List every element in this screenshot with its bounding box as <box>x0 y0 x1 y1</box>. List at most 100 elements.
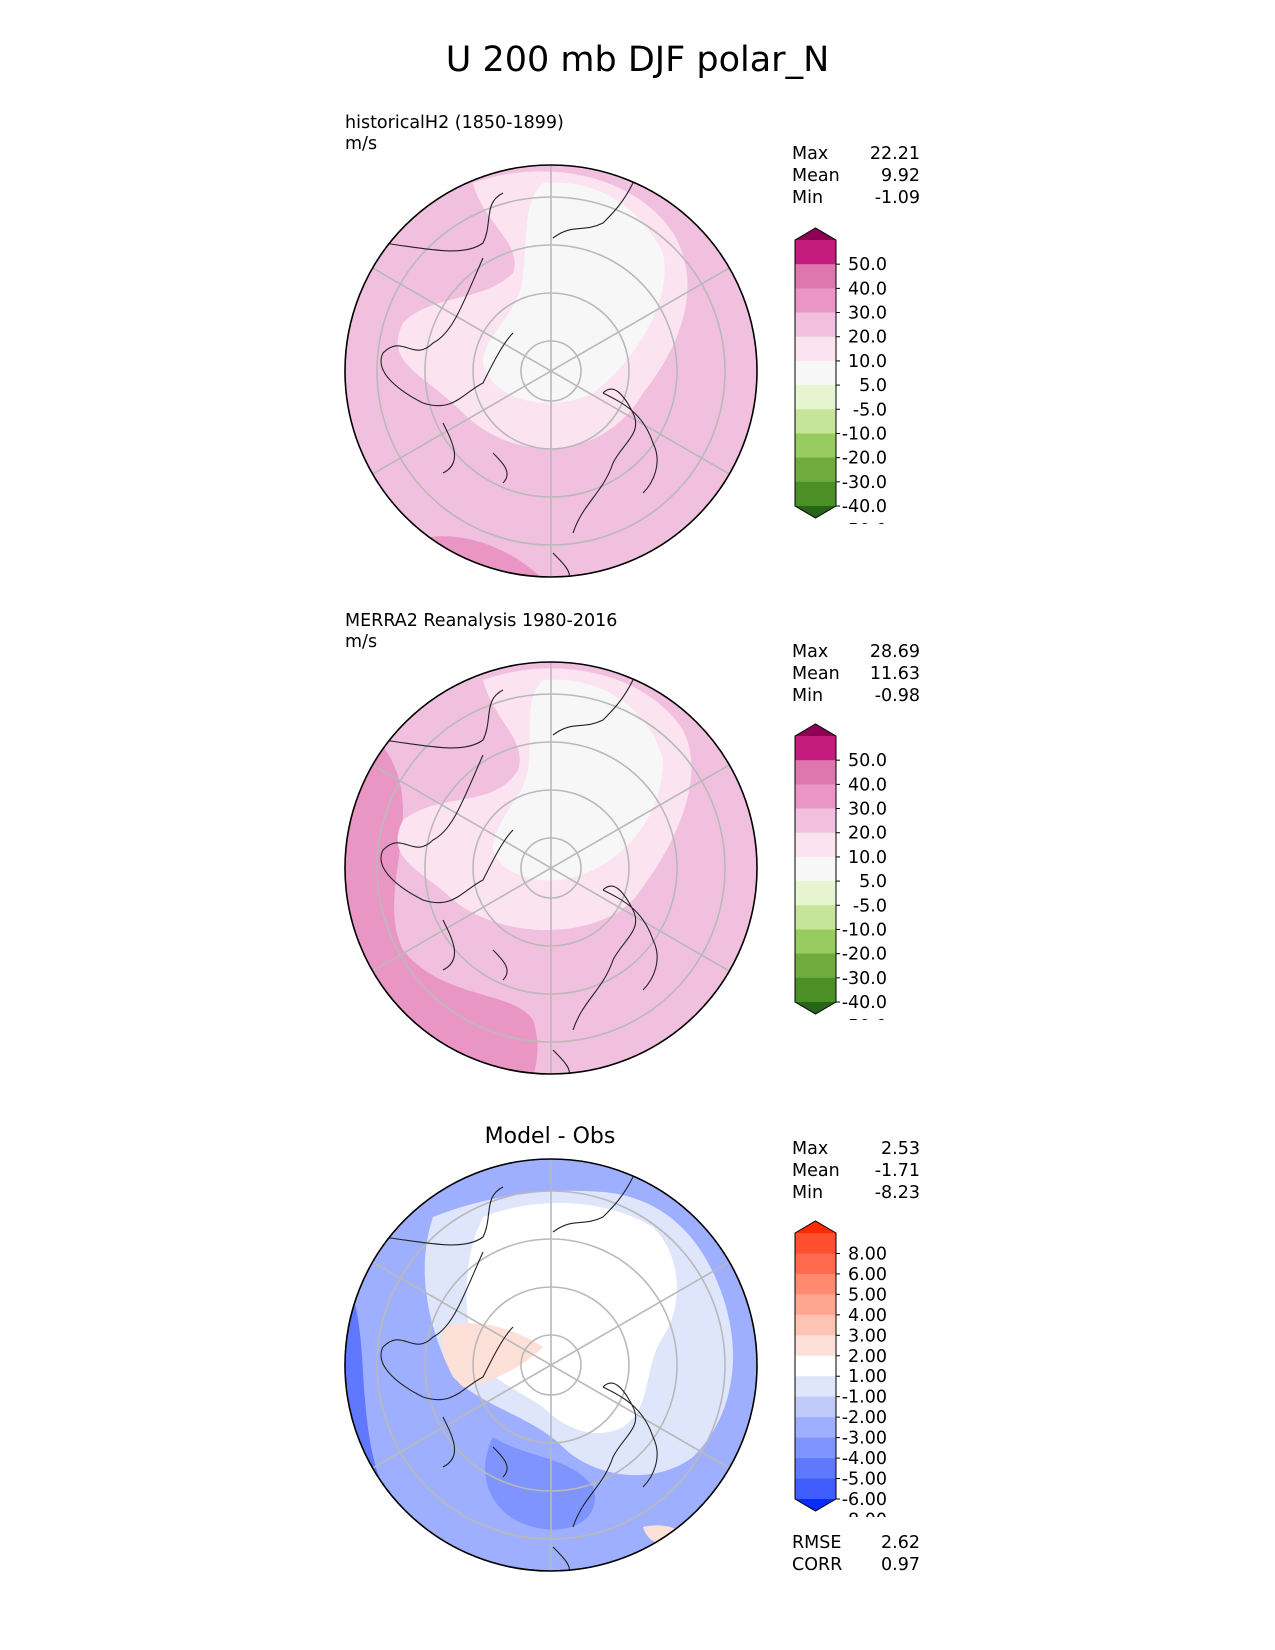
stat-value: 2.53 <box>881 1139 920 1159</box>
contour-fill-5-10 <box>397 668 692 930</box>
coastlines <box>380 679 658 1074</box>
colorbar-band <box>795 433 836 459</box>
colorbar-band <box>795 288 836 313</box>
colorbar-outline <box>794 1220 837 1512</box>
colorbar-band <box>795 1335 836 1357</box>
stat-label: Max <box>792 144 829 164</box>
contour-fill-neg5-5 <box>483 182 665 403</box>
colorbar-tick-label: -10.0 <box>842 424 887 444</box>
polar-map <box>344 661 758 1075</box>
graticule <box>370 165 732 577</box>
colorbar-band <box>795 1437 836 1459</box>
colorbar-band <box>795 760 836 785</box>
stat-label: Min <box>792 1183 824 1203</box>
polar-map <box>344 1158 758 1572</box>
map-boundary <box>344 1158 758 1572</box>
colorbar-extend-max <box>795 1221 836 1233</box>
coastlines <box>380 1176 658 1571</box>
colorbar-tick-label: -4.00 <box>842 1449 887 1469</box>
colorbar-band <box>795 385 836 410</box>
colorbar-tick-label: 8.00 <box>848 1244 887 1264</box>
colorbar-band <box>795 1376 836 1398</box>
colorbar-tick-label: 20.0 <box>848 824 887 844</box>
contour-fill-5-10 <box>397 171 688 449</box>
colorbar-band <box>795 1417 836 1439</box>
colorbar-band <box>795 977 836 1003</box>
colorbar-band <box>795 1314 836 1336</box>
colorbar-outline <box>794 227 837 519</box>
metric-label: RMSE <box>792 1533 842 1553</box>
colorbar-tick-label: 1.00 <box>848 1367 887 1387</box>
colorbar-tick-label: -5.0 <box>853 400 887 420</box>
colorbar-tick-label: 30.0 <box>848 304 887 324</box>
stat-label: Mean <box>792 664 840 684</box>
colorbar-tick-label: 10.0 <box>848 848 887 868</box>
colorbar-tick-label: 5.00 <box>848 1285 887 1305</box>
colorbar-tick-label: 4.00 <box>848 1306 887 1326</box>
colorbar-band <box>795 953 836 979</box>
colorbar-tick-label: -3.00 <box>842 1429 887 1449</box>
colorbar-tick-label: -20.0 <box>842 945 887 965</box>
colorbar-tick-label: -20.0 <box>842 449 887 469</box>
stat-label: Mean <box>792 1161 840 1181</box>
contour-fill-neg4-neg5 <box>485 1437 595 1530</box>
colorbar-band <box>795 1458 836 1479</box>
colorbar-band <box>795 264 836 289</box>
stat-value: 11.63 <box>869 664 920 684</box>
contour-fill-10-20 <box>345 662 757 1074</box>
colorbar-band <box>795 784 836 809</box>
colorbar-band <box>795 808 836 834</box>
contour-fill-20-30 <box>345 720 538 1074</box>
panel-units: m/s <box>345 134 378 154</box>
figure-title: U 200 mb DJF polar_N <box>445 40 830 80</box>
stat-value: -0.98 <box>874 686 920 706</box>
stat-label: Min <box>792 686 824 706</box>
map-boundary <box>344 164 758 578</box>
colorbar-tick-label: -1.00 <box>842 1388 887 1408</box>
contour-fill-neg3-neg4 <box>345 1159 757 1571</box>
metrics-box: RMSE 2.62 CORR 0.97 <box>792 1532 920 1576</box>
stat-label: Max <box>792 1139 829 1159</box>
colorbar-tick-label: 3.00 <box>848 1326 887 1346</box>
colorbar-tick-label: -5.0 <box>853 896 887 916</box>
stat-value: 28.69 <box>869 642 920 662</box>
panel-title: MERRA2 Reanalysis 1980-2016 <box>345 611 618 631</box>
colorbar-tick-label: 5.0 <box>859 376 887 396</box>
colorbar-band <box>795 832 836 858</box>
colorbar-tick-label: 6.00 <box>848 1265 887 1285</box>
colorbar-band <box>795 929 836 955</box>
colorbar-tick-label: 30.0 <box>848 800 887 820</box>
panel-units: m/s <box>345 632 378 652</box>
colorbar-tick-label: -50.0 <box>842 1017 887 1020</box>
colorbar-band <box>795 312 836 338</box>
colorbar-band <box>795 336 836 362</box>
colorbar-band <box>795 457 836 483</box>
stat-value: -1.09 <box>874 188 920 208</box>
colorbar-tick-label: -40.0 <box>842 497 887 517</box>
contour-fill-neg5-neg6 <box>345 1277 463 1571</box>
contour-fill-20-30 <box>345 536 543 577</box>
colorbar-tick-label: 50.0 <box>848 751 887 771</box>
map-boundary <box>344 661 758 1075</box>
colorbar-tick-label: -8.00 <box>842 1510 887 1517</box>
colorbar-tick-label: -10.0 <box>842 920 887 940</box>
contour-fill-neg1-neg2 <box>424 1190 733 1476</box>
colorbar-band <box>795 905 836 930</box>
colorbar-extend-min <box>795 1499 836 1511</box>
metric-value: 0.97 <box>881 1555 920 1575</box>
colorbar-tick-label: 40.0 <box>848 775 887 795</box>
colorbar-outline <box>794 723 837 1015</box>
colorbar-tick-label: 40.0 <box>848 279 887 299</box>
colorbar: 50.0 40.0 30.0 20.0 10.0 5.0 -5.0 -10.0 -20.0 -30… <box>794 227 887 524</box>
colorbar-band <box>795 1253 836 1275</box>
colorbar-band <box>795 1294 836 1316</box>
colorbar-band <box>795 856 836 882</box>
colorbar-tick-label: 20.0 <box>848 328 887 348</box>
contour-fill-neg1-1 <box>466 1203 677 1434</box>
colorbar-tick-label: 50.0 <box>848 255 887 275</box>
panel-title: historicalH2 (1850-1899) <box>345 113 564 133</box>
colorbar-band <box>795 1478 836 1500</box>
colorbar-band <box>795 1355 836 1377</box>
